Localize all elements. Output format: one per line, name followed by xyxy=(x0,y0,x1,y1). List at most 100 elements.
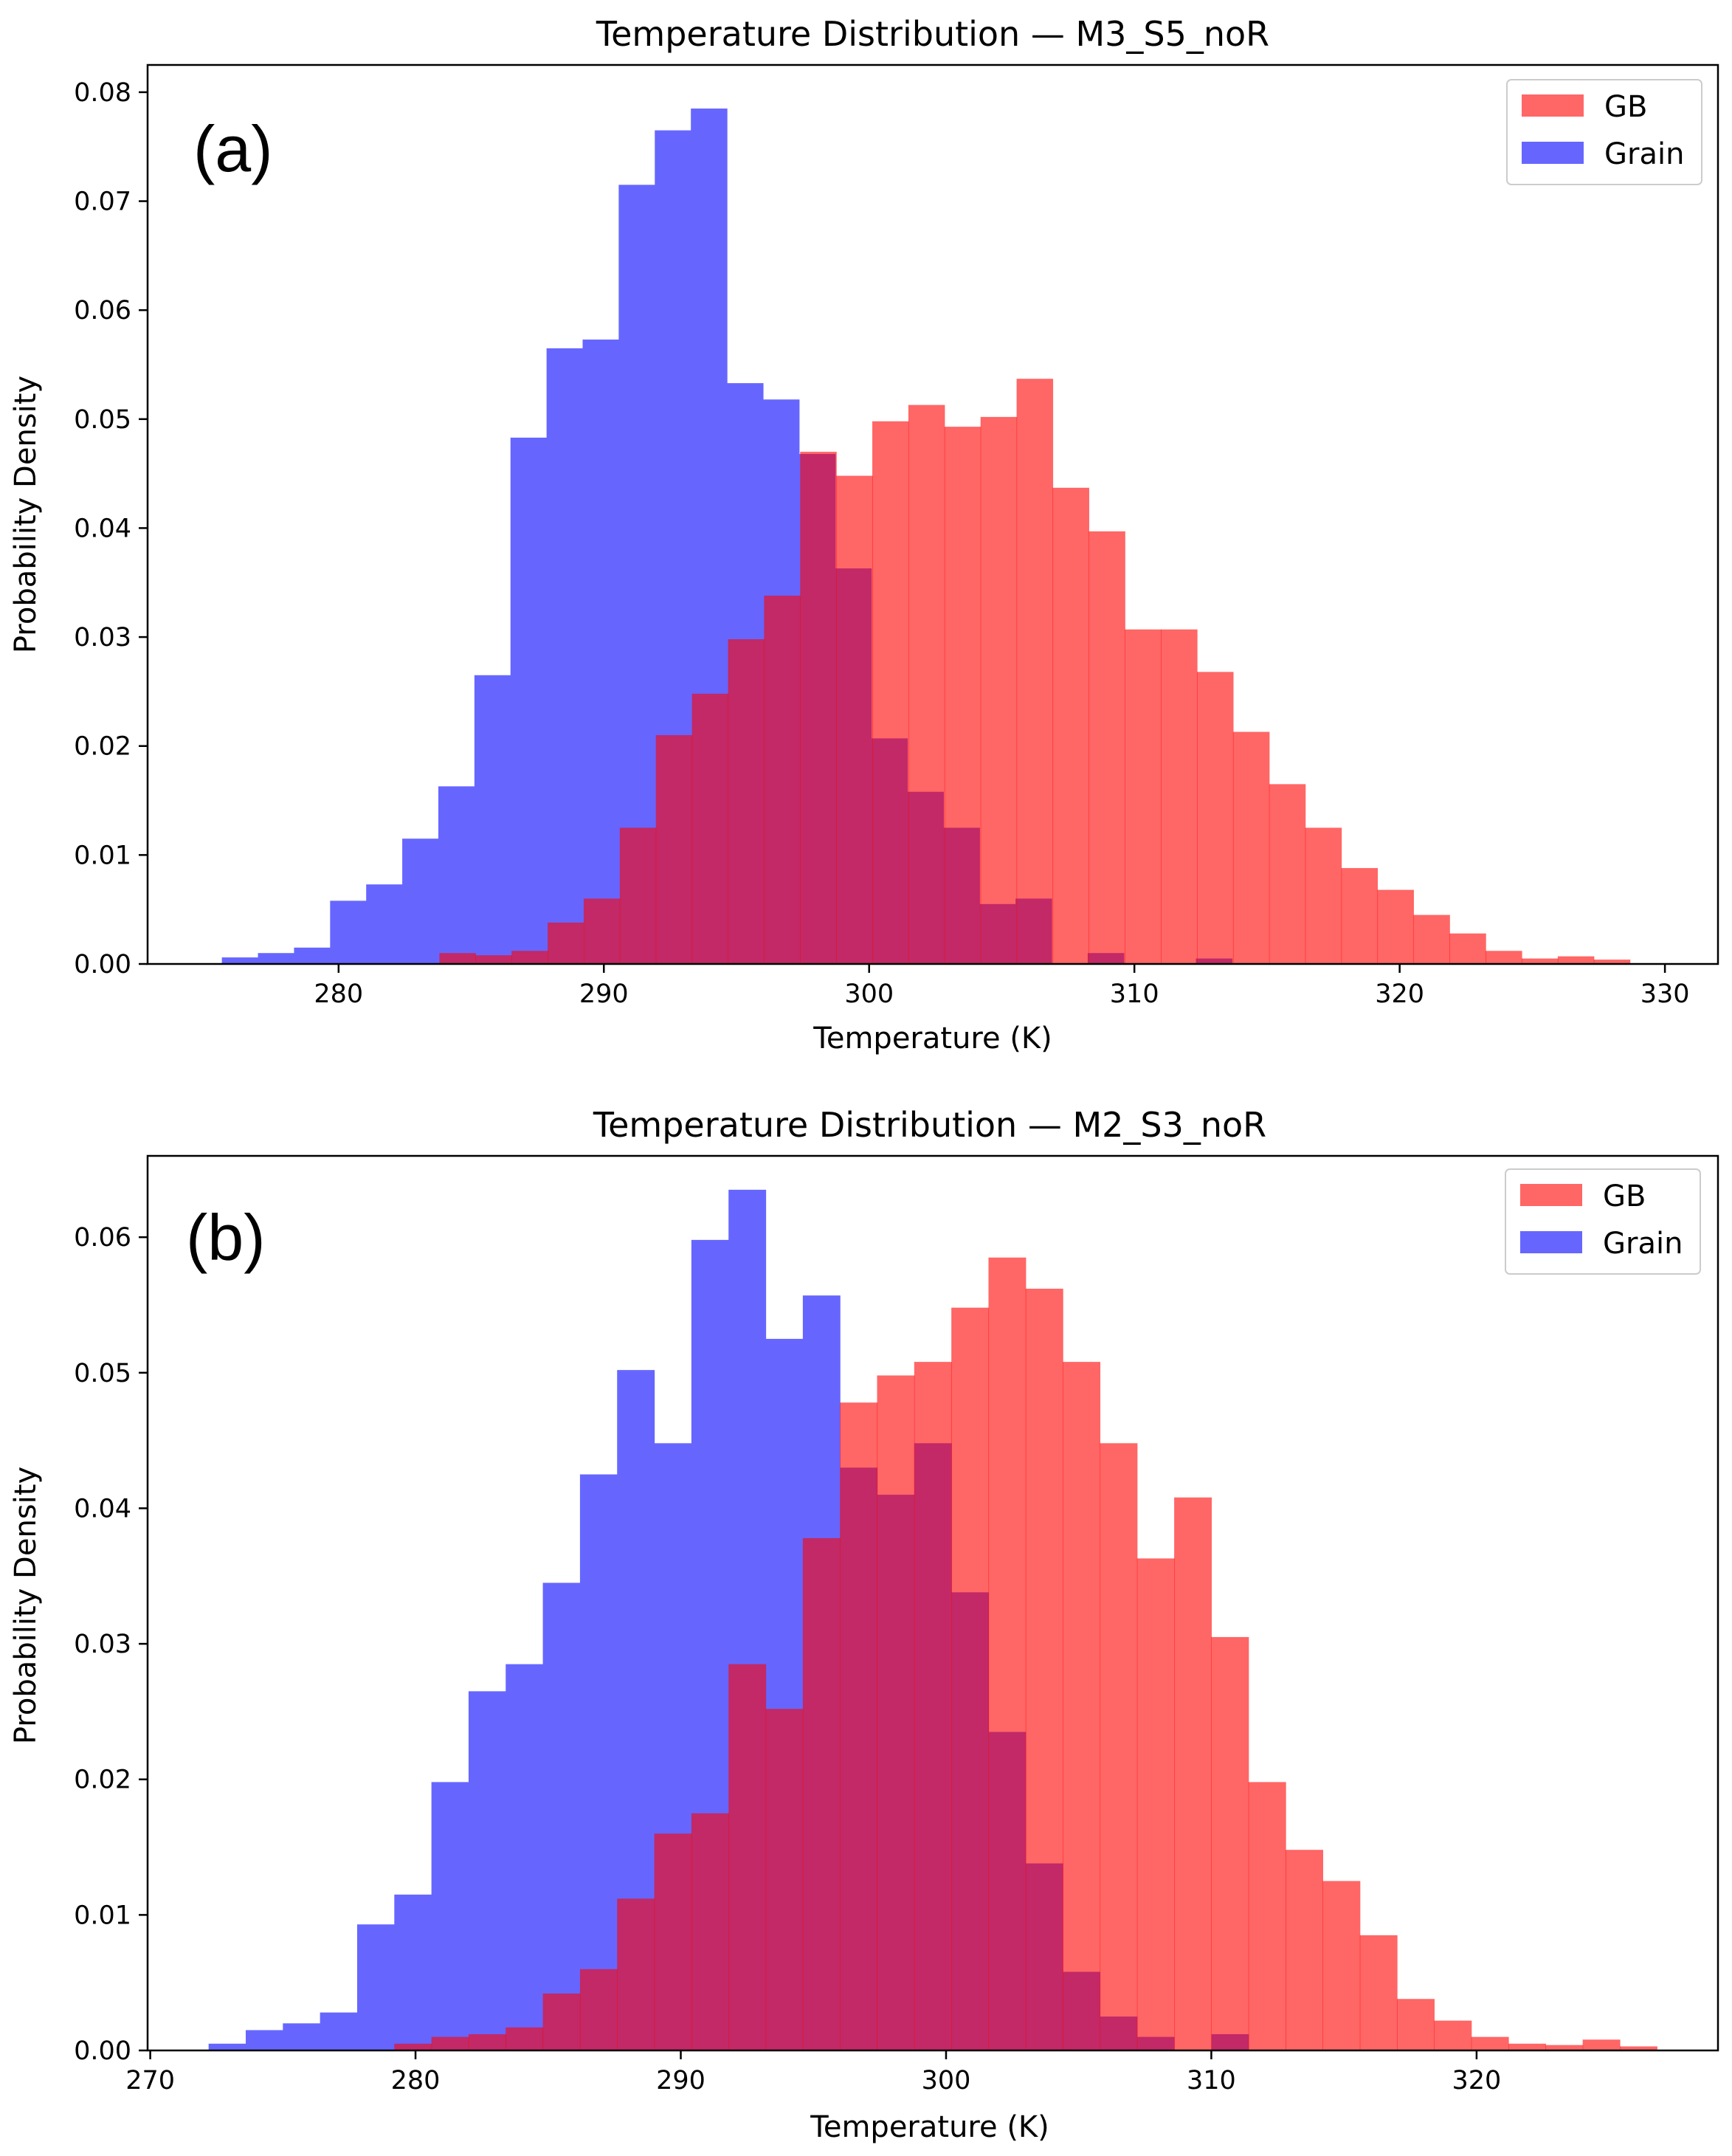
y-tick-label-b-4: 0.04 xyxy=(74,1494,131,1523)
gb-bar-a-30 xyxy=(1522,958,1559,964)
gb-bar-a-26 xyxy=(1377,889,1414,964)
gb-bar-a-32 xyxy=(1593,960,1631,964)
gb-bar-a-13 xyxy=(908,404,945,964)
gb-bar-b-0 xyxy=(394,2043,432,2050)
gb-bar-b-17 xyxy=(1025,1288,1063,2050)
gb-bar-a-27 xyxy=(1413,915,1450,964)
plot-frame-a xyxy=(146,63,1719,965)
grain-bar-a-7 xyxy=(474,675,511,964)
gb-bar-b-12 xyxy=(840,1402,878,2050)
y-tick-label-a-8: 0.08 xyxy=(74,78,131,108)
y-tick-label-b-2: 0.02 xyxy=(74,1766,131,1795)
x-axis-ticks-a: 280 290 300 310 320 330 xyxy=(314,964,1690,1009)
grain-bar-a-4 xyxy=(366,884,403,964)
grain-bar-b-1 xyxy=(246,2030,283,2050)
gb-bar-a-9 xyxy=(764,595,801,964)
y-tick-label-a-5: 0.05 xyxy=(74,405,131,435)
gb-bar-b-14 xyxy=(914,1362,952,2050)
gb-bar-b-3 xyxy=(506,2027,544,2050)
gb-bar-b-16 xyxy=(988,1257,1027,2050)
gb-bar-a-23 xyxy=(1269,784,1306,964)
x-tick-label-b-1: 280 xyxy=(391,2066,441,2095)
y-tick-label-a-2: 0.02 xyxy=(74,732,131,762)
x-axis-label-a: Temperature (K) xyxy=(812,1022,1052,1055)
grain-bar-b-4 xyxy=(356,1924,395,2050)
gb-bar-b-21 xyxy=(1174,1497,1212,2050)
gb-bar-b-29 xyxy=(1471,2036,1509,2050)
legend-b: GB Grain xyxy=(1505,1168,1701,1275)
gb-bar-a-14 xyxy=(944,427,981,964)
x-tick-label-b-0: 270 xyxy=(125,2066,175,2095)
chart-title-a: Temperature Distribution — M3_S5_noR xyxy=(596,14,1269,54)
grain-bar-a-1 xyxy=(258,953,295,964)
gb-bar-b-28 xyxy=(1434,2020,1472,2050)
x-axis-label-b: Temperature (K) xyxy=(810,2110,1049,2144)
y-axis-label-b: Probability Density xyxy=(9,1467,43,1744)
gb-bar-a-31 xyxy=(1557,956,1595,964)
plot-frame-b xyxy=(146,1154,1719,2052)
gb-bar-a-15 xyxy=(980,416,1018,964)
gb-bar-b-31 xyxy=(1545,2045,1584,2050)
gb-bar-a-0 xyxy=(439,953,476,964)
gb-bar-a-17 xyxy=(1052,487,1089,964)
gb-bar-a-4 xyxy=(583,898,621,964)
grain-bar-b-7 xyxy=(468,1691,506,2050)
x-tick-label-b-5: 320 xyxy=(1452,2066,1501,2095)
grain-bar-a-5 xyxy=(402,838,439,964)
x-axis-ticks-b: 270 280 290 300 310 320 xyxy=(125,2050,1501,2095)
y-axis-ticks-b: 0.00 0.01 0.02 0.03 0.04 0.05 0.06 xyxy=(74,1223,148,2066)
grain-bar-b-6 xyxy=(431,1782,469,2050)
gb-bar-b-19 xyxy=(1100,1443,1138,2050)
gb-bar-b-7 xyxy=(654,1833,692,2050)
x-tick-label-b-3: 300 xyxy=(922,2066,971,2095)
chart-panel-b: 270 280 290 300 310 320 0.000.010.020.030.040… xyxy=(9,1105,1719,2144)
grain-bar-a-10 xyxy=(582,340,619,964)
y-tick-label-b-5: 0.05 xyxy=(74,1359,131,1388)
legend-label-gb-a: GB xyxy=(1604,90,1647,124)
y-tick-label-a-0: 0.00 xyxy=(74,950,131,979)
gb-bar-b-23 xyxy=(1248,1782,1286,2050)
x-tick-label-a-2: 300 xyxy=(844,979,894,1009)
gb-bar-b-13 xyxy=(877,1375,915,2050)
x-tick-label-a-3: 310 xyxy=(1110,979,1159,1009)
chart-title-b: Temperature Distribution — M2_S3_noR xyxy=(593,1105,1266,1145)
gb-bar-b-6 xyxy=(617,1898,655,2050)
gb-bar-b-10 xyxy=(765,1709,804,2050)
legend-label-grain-a: Grain xyxy=(1604,137,1684,171)
grain-bar-b-3 xyxy=(320,2012,358,2050)
x-tick-label-a-1: 290 xyxy=(579,979,629,1009)
grain-bar-b-2 xyxy=(283,2023,321,2050)
gb-bar-b-18 xyxy=(1063,1362,1101,2050)
grain-bar-b-9 xyxy=(542,1582,581,2050)
grain-bar-a-2 xyxy=(294,947,331,964)
x-tick-label-b-2: 290 xyxy=(656,2066,705,2095)
gb-bar-a-19 xyxy=(1125,629,1162,964)
gb-bar-a-11 xyxy=(836,475,873,964)
grain-bar-b-8 xyxy=(506,1664,544,2050)
gb-bar-a-2 xyxy=(511,951,548,964)
x-tick-label-a-4: 320 xyxy=(1375,979,1424,1009)
grain-bar-b-0 xyxy=(208,2043,246,2050)
grain-bar-a-3 xyxy=(330,900,367,964)
gb-bar-b-33 xyxy=(1620,2046,1657,2050)
x-tick-label-a-5: 330 xyxy=(1640,979,1690,1009)
gb-bar-b-15 xyxy=(951,1307,990,2050)
y-tick-label-a-6: 0.06 xyxy=(74,296,131,326)
gb-bars-b xyxy=(394,1257,1657,2050)
gb-bar-a-21 xyxy=(1197,672,1234,964)
grain-bar-b-10 xyxy=(579,1474,618,2050)
x-tick-label-b-4: 310 xyxy=(1187,2066,1236,2095)
grain-bar-a-9 xyxy=(546,348,584,965)
legend-swatch-grain-a xyxy=(1522,142,1584,164)
gb-bar-b-5 xyxy=(579,1969,618,2050)
y-axis-label-a: Probability Density xyxy=(9,376,43,653)
y-axis-ticks-a: 0.00 0.01 0.02 0.03 0.04 0.05 0.06 0.07 0.08 xyxy=(74,78,148,979)
gb-bar-a-5 xyxy=(619,827,657,964)
y-tick-label-b-1: 0.01 xyxy=(74,1901,131,1930)
grain-bar-b-5 xyxy=(394,1894,432,2050)
grain-bar-a-8 xyxy=(510,437,548,964)
panel-label-a: (a) xyxy=(193,112,273,185)
x-tick-label-a-0: 280 xyxy=(314,979,363,1009)
grain-bar-a-0 xyxy=(221,957,259,964)
